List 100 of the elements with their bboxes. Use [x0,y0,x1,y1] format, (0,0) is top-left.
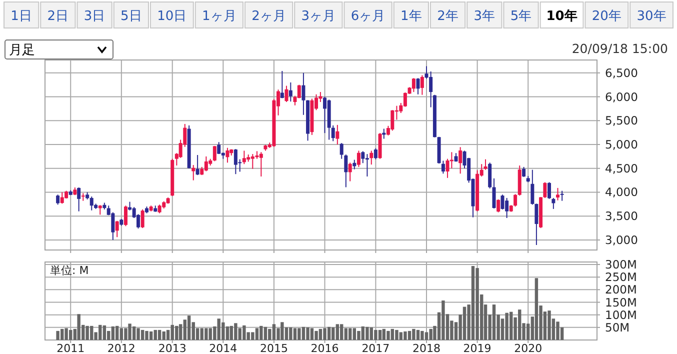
y-tick-label: 50M [605,320,630,334]
bar [128,324,132,340]
chart-subtitle: 20/09/18 15:00 [572,41,668,56]
candlestick [340,142,344,160]
bar [260,326,263,340]
y-tick-label: 4,500 [605,161,638,176]
bar [183,320,186,340]
candlestick [226,147,230,164]
bar [420,330,424,340]
bar [111,326,115,340]
y-tick-label: 6,500 [605,66,638,80]
bar [293,328,297,340]
bar [298,328,301,340]
candlestick [90,196,94,211]
bar [310,328,314,340]
text: 2年 [437,9,458,24]
candlestick [302,72,306,116]
text: 2日 [47,9,69,24]
bar [471,266,475,340]
bar [204,328,208,340]
y-tick-label: 250M [605,270,637,284]
text: 5年 [510,9,532,24]
text: 1ヶ月 [202,9,236,24]
candlestick [288,82,292,102]
x-tick-label: 2017 [362,342,390,354]
candlestick [356,150,360,168]
bar [162,331,166,340]
bar [534,278,538,340]
candlestick [336,124,340,145]
bar [357,330,360,340]
bar [56,330,60,340]
bar [302,326,306,340]
y-tick-label: 5,000 [605,137,638,152]
y-tick-label: 3,000 [605,232,638,247]
bar [264,326,268,340]
bar [77,314,80,340]
candlestick [56,194,60,206]
bar [378,330,382,340]
bar [318,328,322,340]
y-tick-label: 300M [605,258,637,272]
candlestick [374,148,378,160]
y-tick-label: 100M [605,308,637,322]
bar [64,328,68,340]
bar [102,325,106,340]
bar [332,327,335,340]
bar [386,330,390,340]
x-tick-label: 2020 [514,342,542,354]
candlestick [204,156,208,172]
text: 30年 [636,9,666,24]
candlestick [81,192,85,202]
bar [158,330,162,340]
bar [374,330,378,340]
bar [556,322,560,340]
text: 10年 [546,9,578,24]
candlestick [98,204,102,216]
text: 3年 [474,9,496,24]
candlestick [212,145,216,162]
bar [136,328,140,340]
bar [416,330,420,340]
y-tick-label: 6,000 [605,90,638,104]
candlestick [348,162,352,182]
bar [175,326,178,340]
bar [505,312,508,340]
candlestick [560,190,564,202]
candlestick [111,212,115,240]
candlestick [522,166,526,178]
bar [404,331,407,340]
candlestick [323,96,327,134]
x-tick-label: 2019 [463,342,492,354]
bar [395,330,398,340]
y-axis-title: 単位: M [50,264,89,277]
candlestick [250,154,254,170]
candlestick [500,194,504,210]
y-tick-label: 4,000 [605,185,638,200]
bar [548,310,551,340]
bar [424,332,428,340]
text: 2ヶ月 [252,9,286,24]
bar [348,328,352,340]
candlestick [390,110,394,132]
bar [140,330,144,340]
y-tick-label: 200M [605,282,637,297]
candlestick [259,152,263,177]
candlestick [77,186,81,212]
candlestick [196,154,200,176]
bar [462,306,466,340]
candlestick [543,182,547,198]
candlestick [234,148,238,175]
text: 10日 [157,9,187,24]
x-tick-label: 2016 [310,342,339,354]
bar [242,325,246,340]
bar [412,328,416,340]
bar [327,326,331,340]
x-tick-label: 2014 [209,342,238,354]
candlestick [115,220,119,238]
bar [314,330,318,340]
candlestick [280,70,284,99]
bar [234,323,238,340]
text: 月足 [9,43,35,58]
candlestick [412,78,416,92]
bar [115,326,119,340]
